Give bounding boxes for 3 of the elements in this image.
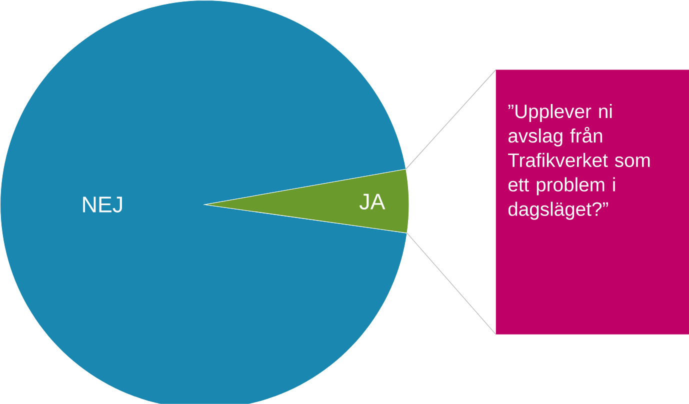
slice-label: NEJ — [83, 196, 122, 212]
text: ”Upplever ni avslag från Trafikverket som ett problem i dagsläget?” — [508, 104, 650, 220]
slice-label: JA — [359, 194, 386, 210]
